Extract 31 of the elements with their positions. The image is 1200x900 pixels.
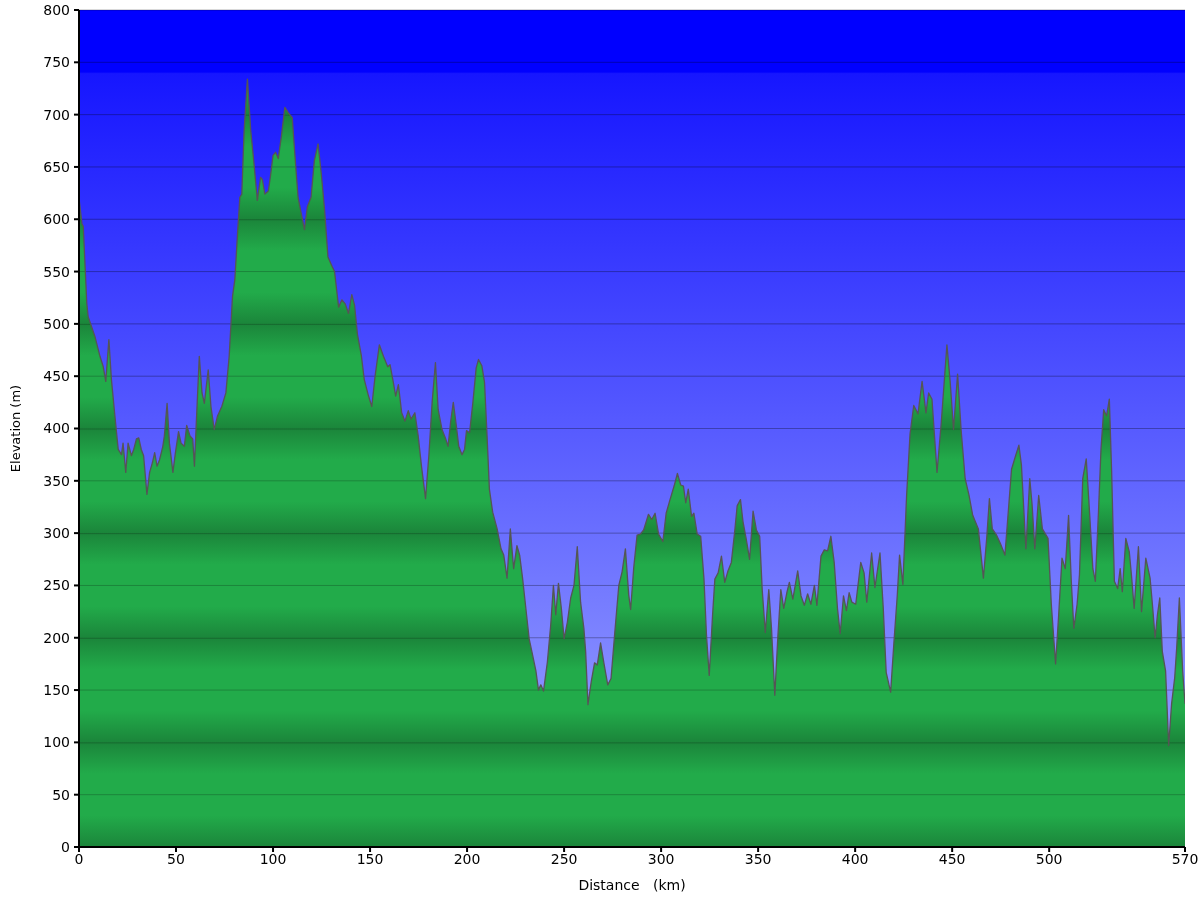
y-tick-label: 300 bbox=[43, 525, 70, 542]
y-axis-title: Elevation (m) bbox=[7, 384, 23, 473]
y-tick-label: 250 bbox=[43, 577, 70, 594]
y-tick-label: 200 bbox=[43, 629, 70, 646]
x-tick-label: 450 bbox=[938, 850, 966, 867]
x-tick-label: 400 bbox=[841, 850, 869, 867]
y-tick-label: 700 bbox=[43, 106, 70, 123]
y-tick-label: 750 bbox=[43, 54, 70, 71]
y-tick-label: 150 bbox=[43, 682, 70, 699]
x-axis-title: Distance (km) bbox=[578, 877, 686, 893]
y-tick-label: 500 bbox=[43, 315, 70, 332]
y-tick-label: 800 bbox=[43, 1, 70, 18]
y-tick-label: 450 bbox=[43, 368, 70, 385]
y-tick-label: 550 bbox=[43, 263, 70, 280]
x-tick-label: 300 bbox=[647, 850, 675, 867]
x-tick-label: 200 bbox=[453, 850, 481, 867]
y-tick-label: 0 bbox=[61, 838, 70, 855]
x-tick-label: 50 bbox=[167, 850, 185, 867]
x-tick-label: 570 bbox=[1171, 850, 1199, 867]
y-tick-label: 400 bbox=[43, 420, 70, 437]
x-tick-label: 500 bbox=[1035, 850, 1063, 867]
x-tick-label: 100 bbox=[259, 850, 287, 867]
y-tick-label: 350 bbox=[43, 472, 70, 489]
y-tick-label: 50 bbox=[52, 786, 70, 803]
x-tick-label: 250 bbox=[550, 850, 578, 867]
y-tick-label: 100 bbox=[43, 734, 70, 751]
y-tick-label: 650 bbox=[43, 158, 70, 175]
x-tick-label: 0 bbox=[74, 850, 84, 867]
x-tick-label: 350 bbox=[744, 850, 772, 867]
x-tick-label: 150 bbox=[356, 850, 384, 867]
y-tick-label: 600 bbox=[43, 211, 70, 228]
